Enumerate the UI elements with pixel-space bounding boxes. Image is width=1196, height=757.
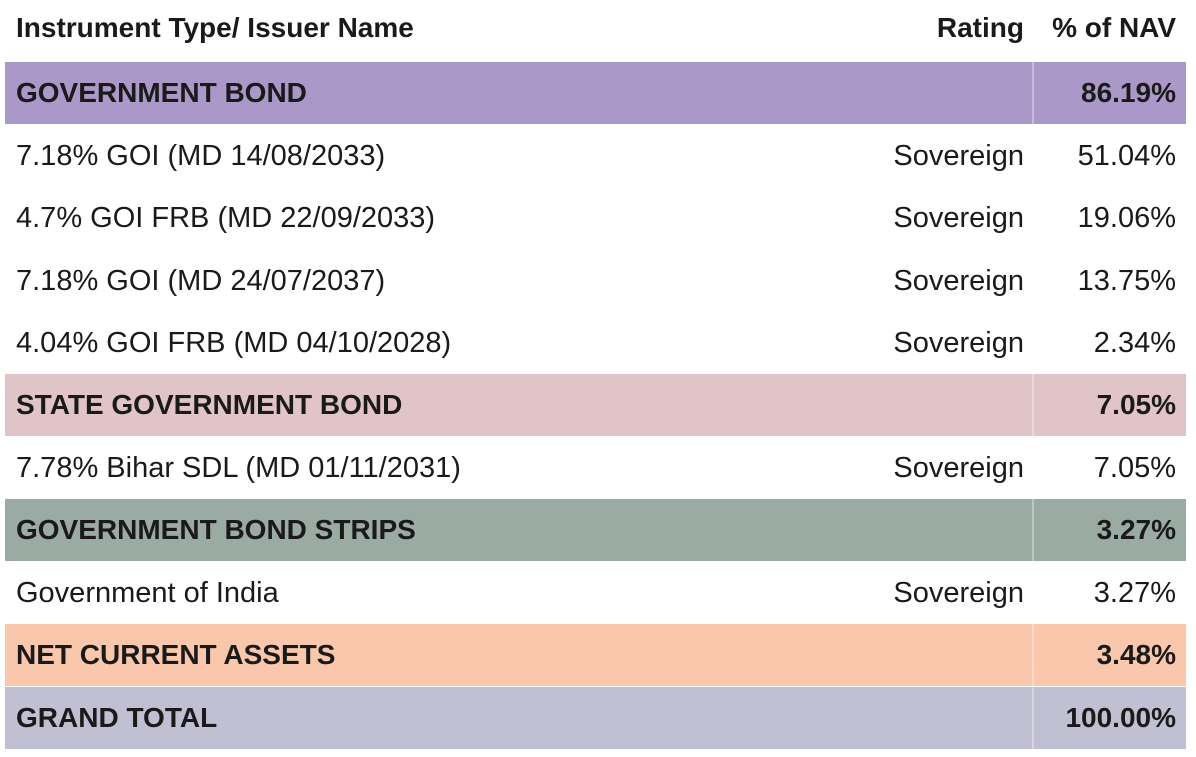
section-divider <box>1032 499 1034 561</box>
instrument-nav: 13.75% <box>1077 264 1176 297</box>
instrument-name: 7.18% GOI (MD 24/07/2037) <box>16 264 386 297</box>
instrument-rating: Sovereign <box>893 201 1024 234</box>
section-divider <box>1032 687 1034 749</box>
instrument-nav: 3.27% <box>1093 576 1176 609</box>
section-nav-value: 7.05% <box>1096 389 1176 420</box>
section-nav-box <box>1034 499 1186 561</box>
section-nav-value: 3.48% <box>1096 639 1176 670</box>
table-row: 4.04% GOI FRB (MD 04/10/2028) Sovereign … <box>5 312 1186 374</box>
header-rating-label: Rating <box>936 12 1024 43</box>
instrument-name: Government of India <box>16 576 279 609</box>
instrument-rating: Sovereign <box>893 451 1024 484</box>
section-nav-value: 86.19% <box>1081 77 1176 108</box>
section-name: GRAND TOTAL <box>16 702 218 733</box>
instrument-rating: Sovereign <box>893 264 1024 297</box>
instrument-name: 4.7% GOI FRB (MD 22/09/2033) <box>16 201 436 234</box>
table-row: 4.7% GOI FRB (MD 22/09/2033) Sovereign 1… <box>5 187 1186 249</box>
instrument-name: 4.04% GOI FRB (MD 04/10/2028) <box>16 326 452 359</box>
table-row: 7.18% GOI (MD 14/08/2033) Sovereign 51.0… <box>5 125 1186 187</box>
instrument-nav: 2.34% <box>1093 326 1176 359</box>
section-name: GOVERNMENT BOND STRIPS <box>16 514 416 545</box>
section-name: GOVERNMENT BOND <box>16 77 307 108</box>
section-nav-box <box>1034 374 1186 436</box>
section-divider <box>1032 62 1034 124</box>
section-row-state-government-bond: STATE GOVERNMENT BOND 7.05% <box>5 374 1186 436</box>
section-divider <box>1032 624 1034 686</box>
section-nav-box <box>1034 687 1186 749</box>
section-row-government-bond-strips: GOVERNMENT BOND STRIPS 3.27% <box>5 499 1186 561</box>
section-row-government-bond: GOVERNMENT BOND 86.19% <box>5 62 1186 124</box>
section-nav-value: 100.00% <box>1065 702 1176 733</box>
section-nav-box <box>1034 624 1186 686</box>
table-row: 7.18% GOI (MD 24/07/2037) Sovereign 13.7… <box>5 250 1186 312</box>
section-divider <box>1032 374 1034 436</box>
grand-total-row: GRAND TOTAL 100.00% <box>5 687 1186 749</box>
instrument-rating: Sovereign <box>893 576 1024 609</box>
table-row: 7.78% Bihar SDL (MD 01/11/2031) Sovereig… <box>5 437 1186 499</box>
instrument-rating: Sovereign <box>893 326 1024 359</box>
table-header: Instrument Type/ Issuer Name Rating % of… <box>5 0 1186 56</box>
section-nav-value: 3.27% <box>1096 514 1176 545</box>
header-nav-label: % of NAV <box>1052 12 1176 43</box>
instrument-name: 7.78% Bihar SDL (MD 01/11/2031) <box>16 451 461 484</box>
instrument-nav: 7.05% <box>1093 451 1176 484</box>
section-name: STATE GOVERNMENT BOND <box>16 389 403 420</box>
instrument-nav: 19.06% <box>1077 201 1176 234</box>
section-name: NET CURRENT ASSETS <box>16 639 336 670</box>
section-row-net-current-assets: NET CURRENT ASSETS 3.48% <box>5 624 1186 686</box>
instrument-nav: 51.04% <box>1077 139 1176 172</box>
instrument-rating: Sovereign <box>893 139 1024 172</box>
table-row: Government of India Sovereign 3.27% <box>5 562 1186 624</box>
section-nav-box <box>1034 62 1186 124</box>
instrument-name: 7.18% GOI (MD 14/08/2033) <box>16 139 386 172</box>
header-instrument-label: Instrument Type/ Issuer Name <box>16 12 414 43</box>
